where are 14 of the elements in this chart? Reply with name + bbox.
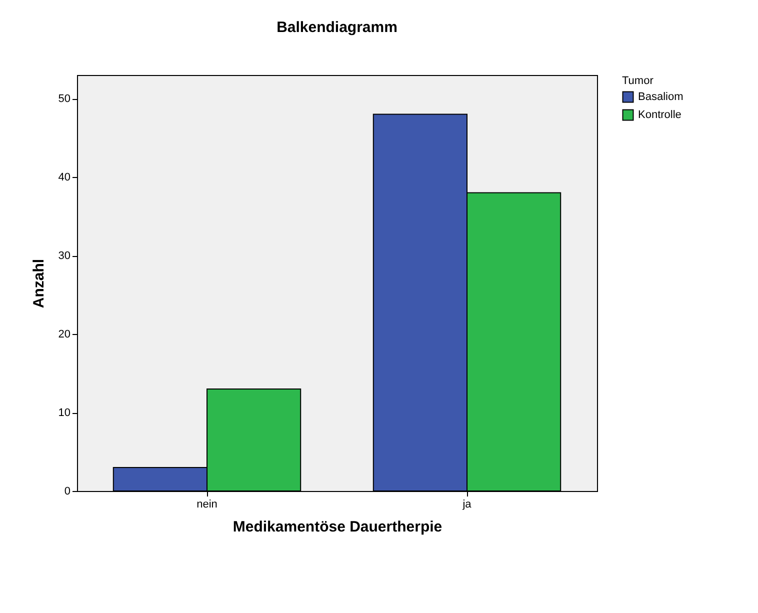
- y-tick-label: 40: [58, 172, 70, 184]
- y-tick-label: 10: [58, 407, 70, 420]
- legend-label: Basaliom: [638, 91, 684, 103]
- x-tick-label: ja: [462, 498, 472, 510]
- legend-label: Kontrolle: [638, 109, 682, 121]
- chart-title: Balkendiagramm: [276, 19, 398, 36]
- y-tick-label: 20: [58, 328, 70, 341]
- x-tick-label: nein: [196, 498, 218, 510]
- y-tick-label: 0: [64, 486, 70, 498]
- x-axis-title: Medikamentöse Dauertherpie: [232, 518, 442, 536]
- legend-title: Tumor: [622, 75, 654, 87]
- y-tick-label: 30: [58, 250, 70, 262]
- y-tick-label: 50: [58, 93, 70, 106]
- y-axis-title: Anzahl: [30, 258, 48, 308]
